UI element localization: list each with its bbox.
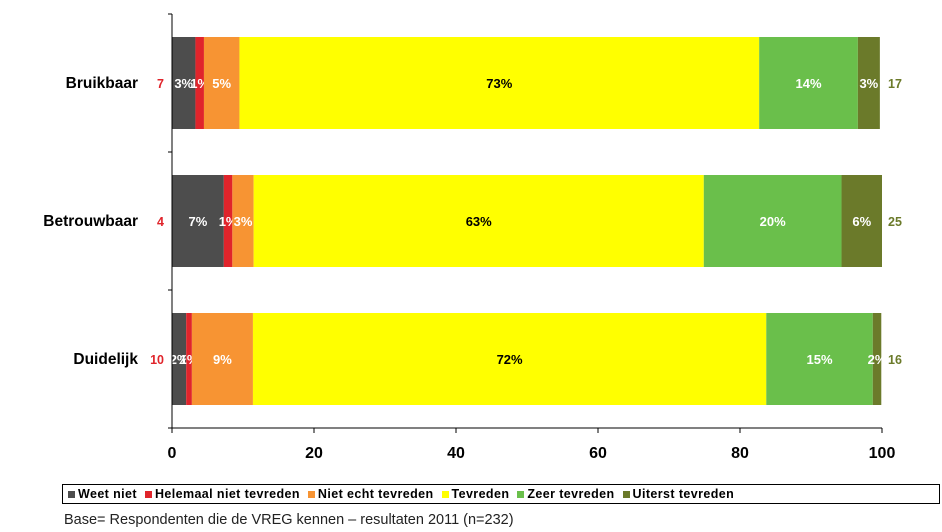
x-tick-label: 0 — [168, 445, 177, 462]
x-tick-label: 20 — [305, 445, 323, 462]
bar-segment — [223, 175, 233, 267]
left-total-label: 10 — [150, 353, 164, 367]
legend-item-uiterst-tevreden: Uiterst tevreden — [622, 487, 735, 501]
legend-item-helemaal-niet-tevreden: Helemaal niet tevreden — [144, 487, 300, 501]
legend-item-tevreden: Tevreden — [441, 487, 510, 501]
legend-label: Tevreden — [451, 487, 510, 501]
data-label: 73% — [486, 76, 512, 91]
category-label: Betrouwbaar — [43, 213, 138, 230]
data-label: 2% — [868, 352, 887, 367]
right-total-label: 25 — [888, 215, 902, 229]
legend-swatch — [307, 490, 315, 498]
chart-legend: Weet niet Helemaal niet tevreden Niet ec… — [62, 484, 940, 504]
data-label: 2% — [170, 352, 189, 367]
bar-segment — [857, 37, 880, 129]
left-total-label: 7 — [157, 77, 164, 91]
right-total-label: 16 — [888, 353, 902, 367]
legend-label: Zeer tevreden — [527, 487, 615, 501]
legend-swatch — [441, 490, 449, 498]
bar-segment — [872, 313, 882, 405]
left-total-label: 4 — [157, 215, 164, 229]
data-label: 15% — [807, 352, 833, 367]
legend-item-weet-niet: Weet niet — [68, 487, 137, 501]
bar-segment — [172, 37, 196, 129]
legend-item-zeer-tevreden: Zeer tevreden — [517, 487, 614, 501]
bar-segment — [203, 37, 240, 129]
data-label: 3% — [234, 214, 253, 229]
x-tick-label: 100 — [869, 445, 896, 462]
legend-swatch — [144, 490, 152, 498]
bar-segment — [232, 175, 254, 267]
bar-segment — [195, 37, 204, 129]
data-label: 3% — [174, 76, 193, 91]
legend-label: Helemaal niet tevreden — [154, 487, 300, 501]
bar-segment — [239, 37, 760, 129]
bar-segment — [759, 37, 858, 129]
legend-label: Uiterst tevreden — [632, 487, 735, 501]
category-label: Bruikbaar — [66, 75, 138, 92]
footnote: Base= Respondenten die de VREG kennen – … — [64, 512, 514, 528]
legend-swatch — [622, 490, 630, 498]
data-label: 6% — [852, 214, 871, 229]
bar-segment — [766, 313, 873, 405]
bar-segment — [841, 175, 882, 267]
data-label: 5% — [212, 76, 231, 91]
data-label: 20% — [760, 214, 786, 229]
data-label: 3% — [859, 76, 878, 91]
category-label: Duidelijk — [73, 351, 138, 368]
data-label: 9% — [213, 352, 232, 367]
right-total-label: 17 — [888, 77, 902, 91]
bar-segment — [172, 175, 224, 267]
legend-label: Niet echt tevreden — [317, 487, 434, 501]
data-label: 72% — [497, 352, 523, 367]
legend-swatch — [68, 490, 75, 498]
legend-item-niet-echt-tevreden: Niet echt tevreden — [307, 487, 434, 501]
data-label: 7% — [189, 214, 208, 229]
bar-segment — [186, 313, 192, 405]
bar-segment — [703, 175, 842, 267]
bar-segment — [252, 313, 767, 405]
legend-swatch — [517, 490, 525, 498]
x-tick-label: 80 — [731, 445, 749, 462]
legend-label: Weet niet — [78, 487, 137, 501]
x-tick-label: 40 — [447, 445, 465, 462]
bar-segment — [253, 175, 704, 267]
data-label: 14% — [795, 76, 821, 91]
data-label: 63% — [466, 214, 492, 229]
x-tick-label: 60 — [589, 445, 607, 462]
bar-segment — [191, 313, 253, 405]
bar-segment — [172, 313, 187, 405]
